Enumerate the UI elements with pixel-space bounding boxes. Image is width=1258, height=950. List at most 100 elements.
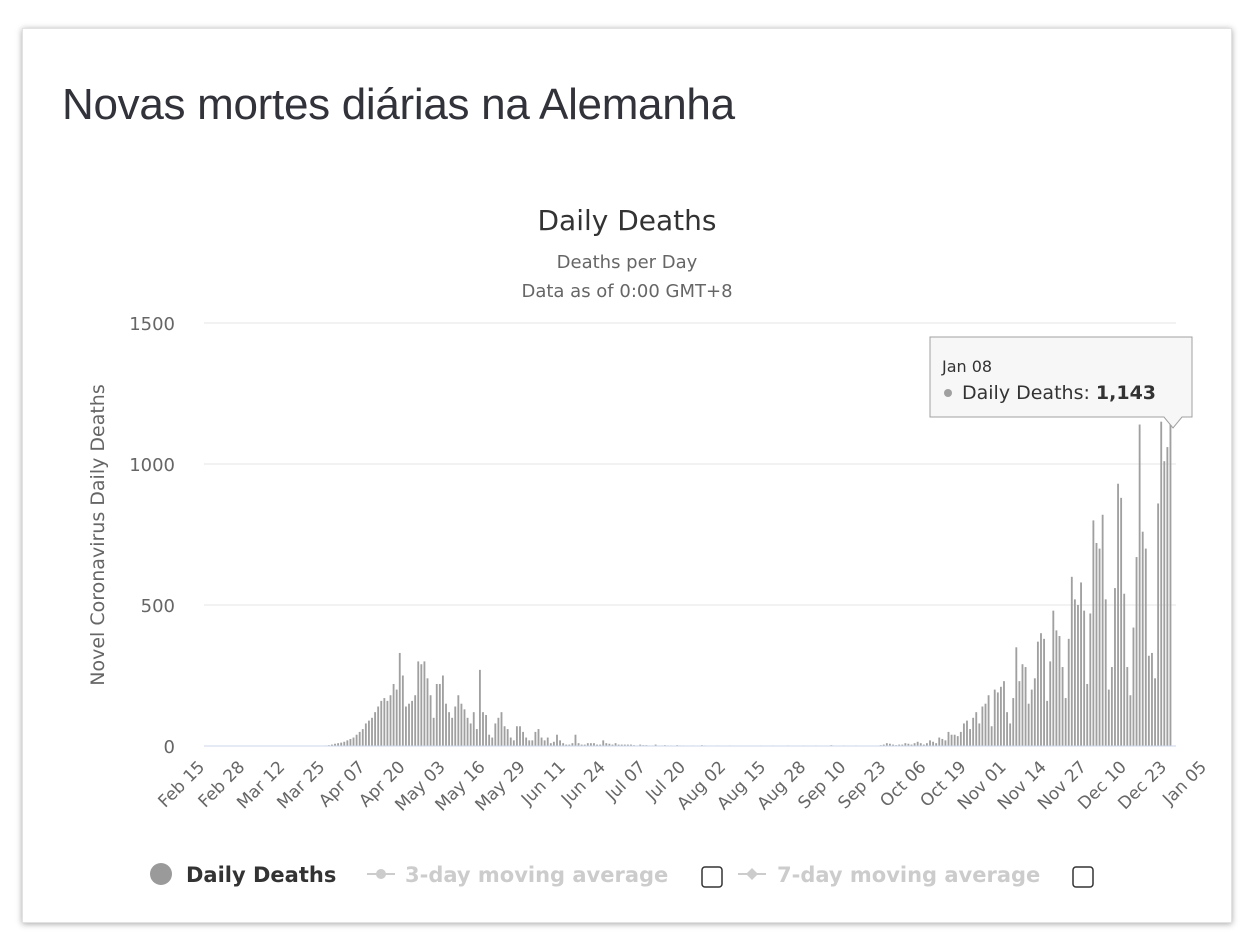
bar[interactable] [559,740,561,746]
bar[interactable] [420,664,423,746]
bar[interactable] [451,717,454,746]
bar[interactable] [1036,641,1039,746]
bar[interactable] [580,744,583,746]
bar[interactable] [611,744,614,746]
legend-item-7-day-average[interactable]: 7-day moving average [777,863,1040,887]
bar[interactable] [383,698,386,746]
legend-item-3-day-average-marker[interactable] [376,869,386,879]
bar[interactable] [1160,421,1163,746]
bar[interactable] [361,729,364,746]
bar[interactable] [512,740,515,746]
bar[interactable] [401,675,404,747]
bar[interactable] [445,703,447,746]
bar[interactable] [368,720,370,746]
bar[interactable] [972,717,975,746]
bar[interactable] [1151,652,1153,746]
bar[interactable] [922,744,925,746]
bar[interactable] [571,743,574,746]
bar[interactable] [1101,514,1104,746]
bar[interactable] [1092,520,1095,746]
bar[interactable] [460,703,463,746]
bar[interactable] [975,712,978,746]
bar[interactable] [882,744,885,746]
bar[interactable] [614,743,617,746]
bar[interactable] [1030,689,1033,746]
bar[interactable] [454,706,457,746]
bar[interactable] [913,743,916,746]
bar[interactable] [1040,633,1042,746]
bar[interactable] [1123,593,1126,746]
bar[interactable] [1083,610,1086,746]
bar[interactable] [1098,548,1101,746]
bar[interactable] [1067,638,1070,746]
bar[interactable] [349,738,352,746]
bar[interactable] [993,689,996,746]
bar[interactable] [892,744,894,746]
bar[interactable] [432,717,435,746]
bar[interactable] [630,744,632,746]
bar[interactable] [944,740,947,746]
bar[interactable] [916,741,919,746]
bar[interactable] [608,743,611,746]
bar[interactable] [1018,681,1021,746]
bar[interactable] [577,743,580,746]
bar[interactable] [1169,423,1172,746]
bar[interactable] [540,737,543,746]
bar[interactable] [497,717,500,746]
bar[interactable] [377,706,380,746]
bar[interactable] [1064,698,1067,746]
bar[interactable] [438,683,441,746]
bar[interactable] [966,720,968,746]
bar[interactable] [515,726,518,746]
bar[interactable] [596,744,598,746]
bar[interactable] [586,743,589,746]
bar[interactable] [938,737,941,746]
bar[interactable] [1003,681,1005,746]
bar[interactable] [1012,698,1015,746]
bar[interactable] [1120,497,1123,746]
bar[interactable] [352,737,355,746]
bar[interactable] [1027,703,1030,746]
bar[interactable] [358,731,361,746]
bar[interactable] [639,744,642,746]
bar[interactable] [488,734,491,746]
bar[interactable] [1095,542,1098,746]
bar[interactable] [1114,588,1116,746]
bar[interactable] [1073,599,1076,746]
bar[interactable] [448,712,451,746]
bar[interactable] [617,744,620,746]
bar[interactable] [1077,605,1079,746]
bar[interactable] [950,734,953,746]
bar[interactable] [599,744,602,746]
bar[interactable] [506,729,509,746]
bar[interactable] [910,744,913,746]
bar[interactable] [343,741,346,746]
bar[interactable] [485,714,487,746]
bar[interactable] [556,734,558,746]
bar[interactable] [389,695,392,746]
bar[interactable] [981,706,984,746]
bar[interactable] [503,726,506,746]
bar[interactable] [626,744,629,746]
bar[interactable] [565,744,568,746]
bar[interactable] [549,743,552,746]
bar[interactable] [417,661,420,746]
bar[interactable] [1157,503,1160,746]
bar[interactable] [620,744,623,746]
bar[interactable] [392,683,395,746]
bar[interactable] [531,740,534,746]
bar[interactable] [466,717,469,746]
bar[interactable] [537,729,540,746]
bar[interactable] [525,737,528,746]
bar[interactable] [482,712,484,746]
bar[interactable] [405,706,407,746]
bar[interactable] [337,743,340,746]
bar[interactable] [386,700,389,746]
bar[interactable] [475,729,478,746]
bar[interactable] [898,744,901,746]
bar[interactable] [605,743,608,746]
bar[interactable] [1135,557,1138,746]
bar[interactable] [1021,664,1024,746]
bar[interactable] [1138,424,1141,746]
bar[interactable] [552,741,555,746]
